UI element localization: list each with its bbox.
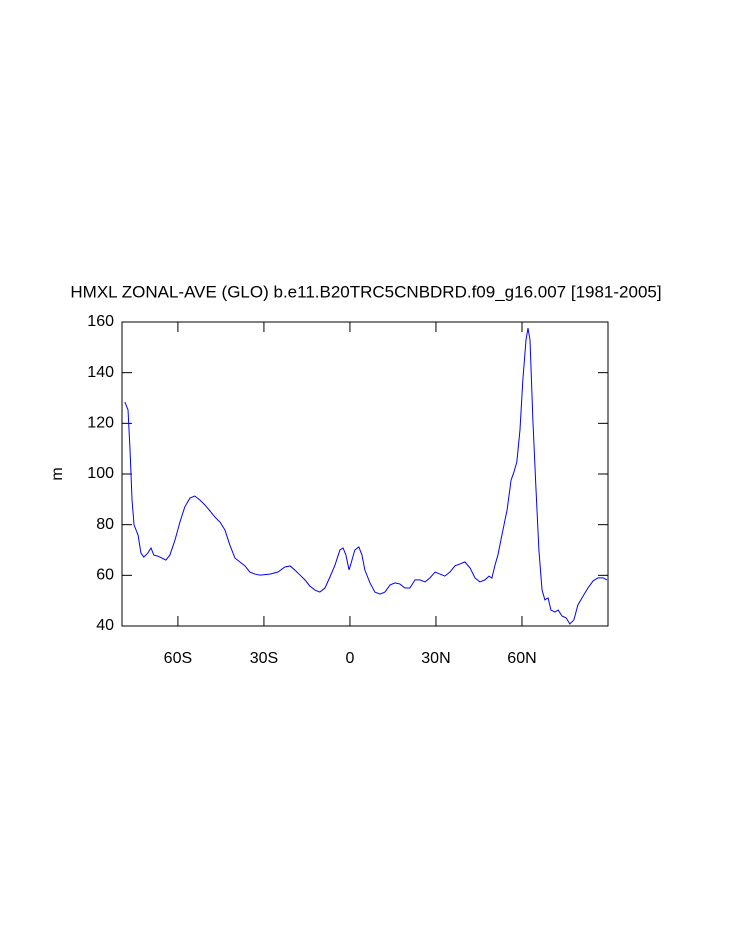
y-tick-label: 140: [87, 364, 114, 381]
data-line: [124, 327, 608, 625]
x-tick-label: 0: [345, 650, 354, 667]
x-tick-label: 60N: [507, 650, 536, 667]
x-tick-label: 30N: [421, 650, 450, 667]
y-tick-label: 80: [96, 516, 114, 533]
y-tick-label: 60: [96, 567, 114, 584]
chart-title: HMXL ZONAL-AVE (GLO) b.e11.B20TRC5CNBDRD…: [70, 282, 661, 301]
y-tick-label: 120: [87, 415, 114, 432]
x-tick-label: 60S: [164, 650, 192, 667]
plot-frame: [121, 321, 609, 627]
y-tick-label: 40: [96, 617, 114, 634]
y-axis-label: m: [49, 467, 66, 480]
x-tick-label: 30S: [250, 650, 278, 667]
y-tick-label: 100: [87, 465, 114, 482]
y-tick-label: 160: [87, 313, 114, 330]
